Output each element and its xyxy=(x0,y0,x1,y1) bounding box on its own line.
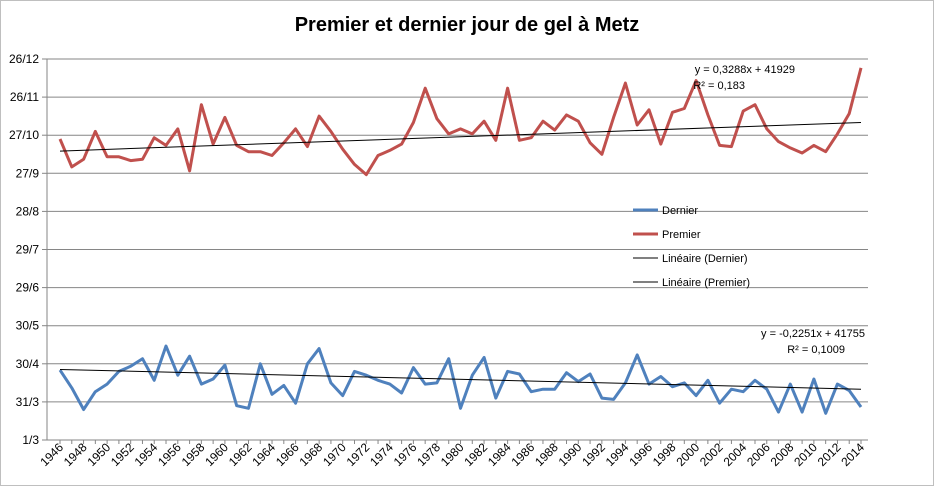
y-tick-label: 28/8 xyxy=(16,204,40,218)
x-tick-label: 1984 xyxy=(485,440,514,469)
chart-title: Premier et dernier jour de gel à Metz xyxy=(294,14,640,36)
trend-equations: y = -0,2251x + 41755 R² = 0,1009 y = 0,328… xyxy=(693,64,865,356)
x-tick-label: 1962 xyxy=(226,440,255,469)
y-tick-label: 29/6 xyxy=(16,281,40,295)
x-tick-label: 1952 xyxy=(108,440,137,469)
x-tick-label: 1988 xyxy=(532,440,561,469)
x-tick-label: 1998 xyxy=(650,440,679,469)
x-tick-label: 1974 xyxy=(367,440,396,469)
x-axis-ticks: 1946194819501952195419561958196019621964… xyxy=(37,440,867,469)
y-tick-label: 1/3 xyxy=(22,433,39,447)
x-tick-label: 1976 xyxy=(391,440,420,469)
x-tick-label: 1990 xyxy=(556,440,585,469)
x-tick-label: 2010 xyxy=(791,440,820,469)
x-tick-label: 1986 xyxy=(509,440,538,469)
x-tick-label: 1994 xyxy=(603,440,632,469)
x-tick-label: 1978 xyxy=(414,440,443,469)
y-tick-label: 29/7 xyxy=(16,243,40,257)
x-tick-label: 1960 xyxy=(202,440,231,469)
x-tick-label: 2002 xyxy=(697,440,726,469)
y-tick-label: 31/3 xyxy=(16,395,40,409)
trend-equation: y = 0,3288x + 41929 xyxy=(695,64,795,76)
y-tick-label: 30/5 xyxy=(16,319,40,333)
x-tick-label: 2000 xyxy=(673,440,702,469)
y-tick-label: 27/10 xyxy=(9,128,39,142)
y-tick-label: 26/12 xyxy=(9,52,39,66)
trend-r2: R² = 0,183 xyxy=(693,80,745,92)
x-tick-label: 2014 xyxy=(838,440,867,469)
y-tick-label: 26/11 xyxy=(10,90,39,104)
x-tick-label: 1958 xyxy=(179,440,208,469)
x-tick-label: 1946 xyxy=(37,440,66,469)
x-tick-label: 1948 xyxy=(61,440,90,469)
x-tick-label: 2008 xyxy=(768,440,797,469)
trendline-1 xyxy=(59,122,862,152)
x-tick-label: 1970 xyxy=(320,440,349,469)
x-tick-label: 1982 xyxy=(461,440,490,469)
legend-label: Linéaire (Dernier) xyxy=(662,253,748,265)
series-line-dernier xyxy=(58,344,863,415)
series-line-premier xyxy=(58,67,863,177)
x-tick-label: 1996 xyxy=(626,440,655,469)
x-tick-label: 1972 xyxy=(344,440,373,469)
y-tick-label: 30/4 xyxy=(16,357,40,371)
legend: Dernier Premier Linéaire (Dernier) Linéaire… xyxy=(633,205,750,289)
x-tick-label: 2012 xyxy=(815,440,844,469)
legend-label: Dernier xyxy=(662,205,698,217)
trendline-0 xyxy=(59,369,862,390)
x-tick-label: 1966 xyxy=(273,440,302,469)
y-tick-label: 27/9 xyxy=(16,166,40,180)
x-tick-label: 2006 xyxy=(744,440,773,469)
x-tick-label: 1980 xyxy=(438,440,467,469)
legend-label: Linéaire (Premier) xyxy=(662,277,750,289)
x-tick-label: 1956 xyxy=(155,440,184,469)
trend-lines xyxy=(59,122,862,390)
x-tick-label: 1950 xyxy=(84,440,113,469)
y-axis-ticks: 26/12 26/11 27/10 27/9 28/8 29/7 29/6 30/5 30/4 3… xyxy=(9,52,39,447)
series-lines xyxy=(58,67,863,415)
legend-label: Premier xyxy=(662,229,701,241)
trend-r2: R² = 0,1009 xyxy=(787,344,845,356)
x-tick-label: 1968 xyxy=(296,440,325,469)
x-tick-label: 1964 xyxy=(249,440,278,469)
trend-equation: y = -0,2251x + 41755 xyxy=(761,328,865,340)
x-tick-label: 1954 xyxy=(132,440,161,469)
x-tick-label: 2004 xyxy=(721,440,750,469)
x-tick-label: 1992 xyxy=(579,440,608,469)
